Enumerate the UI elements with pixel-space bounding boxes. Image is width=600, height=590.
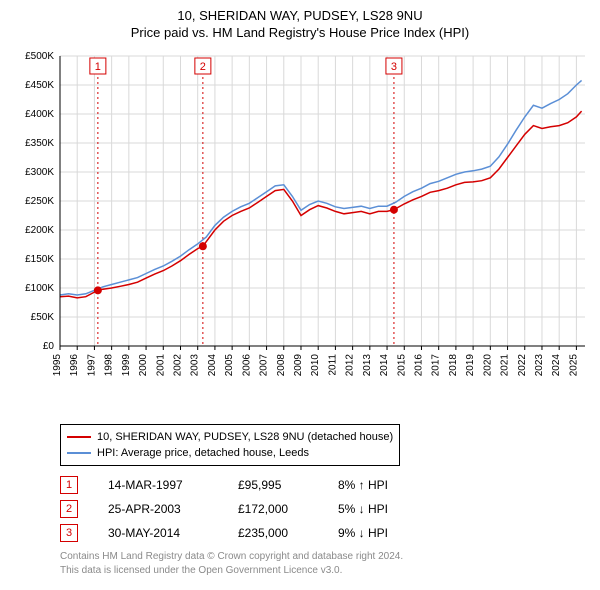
annotation-row: 2 25-APR-2003 £172,000 5% ↓ HPI <box>60 500 590 518</box>
legend-row: HPI: Average price, detached house, Leed… <box>67 445 393 461</box>
title-block: 10, SHERIDAN WAY, PUDSEY, LS28 9NU Price… <box>10 8 590 40</box>
legend-swatch <box>67 452 91 454</box>
svg-text:£100K: £100K <box>25 283 54 294</box>
svg-text:2003: 2003 <box>190 354 201 377</box>
svg-text:2009: 2009 <box>293 354 304 377</box>
annotation-badge: 2 <box>60 500 78 518</box>
annotation-date: 25-APR-2003 <box>108 502 208 516</box>
svg-text:2018: 2018 <box>448 354 459 377</box>
svg-text:2016: 2016 <box>413 354 424 377</box>
svg-text:2007: 2007 <box>259 354 270 377</box>
svg-text:3: 3 <box>391 61 397 73</box>
svg-text:2022: 2022 <box>517 354 528 377</box>
svg-text:2020: 2020 <box>482 354 493 377</box>
svg-text:2023: 2023 <box>534 354 545 377</box>
svg-text:2008: 2008 <box>276 354 287 377</box>
chart-container: 10, SHERIDAN WAY, PUDSEY, LS28 9NU Price… <box>0 0 600 588</box>
svg-text:2: 2 <box>200 61 206 73</box>
annotation-row: 1 14-MAR-1997 £95,995 8% ↑ HPI <box>60 476 590 494</box>
svg-text:2002: 2002 <box>172 354 183 377</box>
svg-text:£350K: £350K <box>25 138 54 149</box>
svg-text:2012: 2012 <box>345 354 356 377</box>
svg-text:1999: 1999 <box>121 354 132 377</box>
svg-text:2010: 2010 <box>310 354 321 377</box>
svg-text:£0: £0 <box>43 341 55 352</box>
svg-text:2024: 2024 <box>551 354 562 377</box>
svg-text:1: 1 <box>95 61 101 73</box>
svg-text:2021: 2021 <box>500 354 511 377</box>
line-chart-svg: £0 £50K £100K £150K £200K £250K £300K £350K £400… <box>10 46 590 416</box>
svg-text:2019: 2019 <box>465 354 476 377</box>
svg-text:1998: 1998 <box>104 354 115 377</box>
svg-text:£50K: £50K <box>31 312 55 323</box>
svg-text:£450K: £450K <box>25 80 54 91</box>
footer-attribution: Contains HM Land Registry data © Crown c… <box>60 550 590 578</box>
annotation-hpi: 9% ↓ HPI <box>338 526 428 540</box>
svg-text:1997: 1997 <box>86 354 97 377</box>
svg-text:2014: 2014 <box>379 354 390 377</box>
svg-text:£250K: £250K <box>25 196 54 207</box>
title-address: 10, SHERIDAN WAY, PUDSEY, LS28 9NU <box>10 8 590 23</box>
annotation-price: £172,000 <box>238 502 308 516</box>
svg-text:2015: 2015 <box>396 354 407 377</box>
svg-text:2000: 2000 <box>138 354 149 377</box>
svg-text:2013: 2013 <box>362 354 373 377</box>
annotation-price: £95,995 <box>238 478 308 492</box>
annotation-row: 3 30-MAY-2014 £235,000 9% ↓ HPI <box>60 524 590 542</box>
legend-label: HPI: Average price, detached house, Leed… <box>97 445 309 461</box>
footer-line2: This data is licensed under the Open Gov… <box>60 564 590 578</box>
svg-text:2017: 2017 <box>431 354 442 377</box>
annotation-hpi: 5% ↓ HPI <box>338 502 428 516</box>
svg-text:2005: 2005 <box>224 354 235 377</box>
annotation-price: £235,000 <box>238 526 308 540</box>
svg-text:£400K: £400K <box>25 109 54 120</box>
legend-swatch <box>67 436 91 438</box>
svg-text:2025: 2025 <box>568 354 579 377</box>
title-subtitle: Price paid vs. HM Land Registry's House … <box>10 25 590 40</box>
svg-text:2006: 2006 <box>241 354 252 377</box>
chart-area: £0 £50K £100K £150K £200K £250K £300K £350K £400… <box>10 46 590 416</box>
annotation-table: 1 14-MAR-1997 £95,995 8% ↑ HPI 2 25-APR-2003 £… <box>60 476 590 542</box>
svg-text:2001: 2001 <box>155 354 166 377</box>
svg-text:1996: 1996 <box>69 354 80 377</box>
annotation-date: 14-MAR-1997 <box>108 478 208 492</box>
svg-text:£200K: £200K <box>25 225 54 236</box>
svg-text:2004: 2004 <box>207 354 218 377</box>
svg-text:£300K: £300K <box>25 167 54 178</box>
legend-label: 10, SHERIDAN WAY, PUDSEY, LS28 9NU (deta… <box>97 429 393 445</box>
footer-line1: Contains HM Land Registry data © Crown c… <box>60 550 590 564</box>
annotation-hpi: 8% ↑ HPI <box>338 478 428 492</box>
svg-text:2011: 2011 <box>327 354 338 376</box>
legend-row: 10, SHERIDAN WAY, PUDSEY, LS28 9NU (deta… <box>67 429 393 445</box>
svg-text:£150K: £150K <box>25 254 54 265</box>
svg-text:£500K: £500K <box>25 51 54 62</box>
annotation-badge: 1 <box>60 476 78 494</box>
legend: 10, SHERIDAN WAY, PUDSEY, LS28 9NU (deta… <box>60 424 400 466</box>
annotation-date: 30-MAY-2014 <box>108 526 208 540</box>
svg-text:1995: 1995 <box>52 354 63 377</box>
annotation-badge: 3 <box>60 524 78 542</box>
